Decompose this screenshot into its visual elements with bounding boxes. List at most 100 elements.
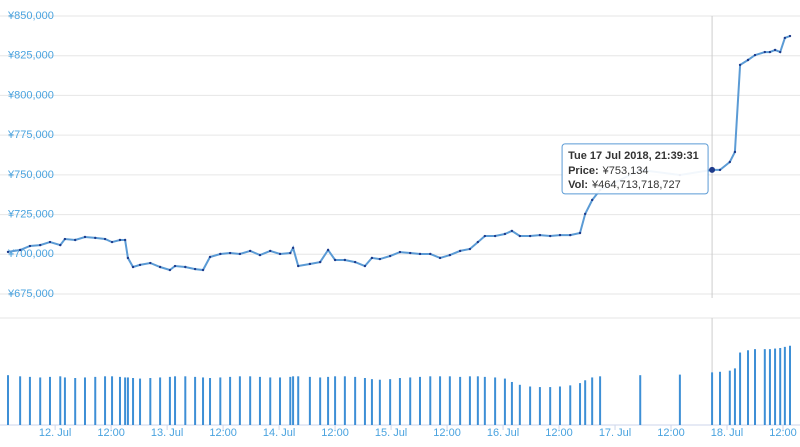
price-point: [248, 249, 252, 253]
price-point: [738, 63, 742, 67]
price-point: [333, 258, 337, 262]
price-point: [583, 212, 587, 216]
price-point: [208, 255, 212, 259]
volume-bar: [168, 376, 171, 425]
x-tick-label: 12:00: [657, 427, 685, 439]
y-tick-label: ¥700,000: [7, 248, 54, 260]
price-point: [73, 238, 77, 242]
volume-bar: [124, 377, 127, 425]
volume-bar: [59, 376, 62, 425]
price-point: [297, 264, 300, 268]
volume-bar: [194, 376, 197, 425]
tooltip-label: Vol:: [568, 179, 588, 191]
price-point: [83, 235, 87, 239]
price-point: [733, 150, 737, 154]
price-point: [718, 168, 722, 172]
x-tick-label: 17. Jul: [599, 427, 631, 439]
volume-bar: [209, 378, 212, 425]
x-tick-label: 12:00: [97, 427, 125, 439]
price-point: [548, 234, 552, 238]
volume-bar: [529, 386, 532, 425]
volume-bar: [538, 387, 541, 425]
y-tick-label: ¥775,000: [7, 129, 54, 141]
volume-bar: [768, 349, 771, 425]
price-point: [753, 53, 757, 57]
volume-bar: [292, 376, 295, 425]
volume-bar: [569, 385, 572, 425]
price-point: [193, 267, 197, 271]
price-point: [578, 231, 582, 235]
price-point: [510, 229, 514, 233]
volume-bar: [549, 387, 552, 425]
price-point: [126, 256, 130, 260]
volume-bar: [279, 377, 282, 425]
tooltip: Tue 17 Jul 2018, 21:39:31 Price: ¥753,134 V…: [561, 143, 709, 195]
volume-bar: [711, 372, 714, 425]
volume-bar: [774, 348, 777, 425]
price-point: [773, 48, 777, 52]
price-point: [518, 234, 522, 238]
price-point: [438, 256, 442, 260]
volume-bar: [476, 376, 479, 425]
y-tick-label: ¥800,000: [7, 89, 54, 101]
volume-bar: [747, 350, 750, 425]
volume-bar: [139, 378, 142, 425]
x-tick-label: 18. Jul: [711, 427, 743, 439]
price-point: [238, 252, 242, 256]
price-point: [6, 250, 10, 254]
price-point: [118, 238, 122, 242]
price-point: [378, 257, 382, 261]
volume-bar: [439, 376, 442, 425]
volume-bar: [510, 381, 513, 425]
volume-bar: [370, 379, 373, 425]
volume-bar: [319, 377, 322, 425]
volume-bar: [468, 376, 471, 425]
price-point: [184, 265, 187, 269]
price-point: [59, 243, 62, 247]
x-tick-label: 15. Jul: [375, 427, 407, 439]
volume-bar: [48, 376, 51, 425]
y-tick-label: ¥750,000: [7, 169, 54, 181]
volume-bar: [389, 379, 392, 425]
price-point: [308, 262, 312, 266]
price-point: [289, 251, 292, 255]
volume-bar: [739, 352, 742, 425]
tooltip-row: Vol: ¥464,713,718,727: [568, 179, 681, 191]
price-point: [269, 249, 272, 253]
volume-bar: [219, 377, 222, 425]
x-tick-label: 12:00: [321, 427, 349, 439]
price-point: [768, 50, 772, 54]
y-tick-label: ¥675,000: [7, 288, 54, 300]
price-point: [149, 261, 152, 265]
tooltip-value: ¥464,713,718,727: [591, 179, 681, 191]
volume-bar: [74, 378, 77, 425]
x-tick-label: 12:00: [545, 427, 573, 439]
volume-bar: [132, 378, 135, 425]
volume-bar: [94, 376, 97, 425]
price-point: [448, 253, 452, 257]
price-point: [38, 243, 42, 247]
volume-bar: [63, 377, 66, 425]
volume-bar: [202, 377, 205, 425]
price-point: [318, 260, 322, 264]
price-point: [538, 233, 542, 237]
price-point: [746, 58, 750, 62]
price-point: [28, 244, 32, 248]
price-point: [458, 249, 462, 253]
tooltip-box: [561, 143, 709, 195]
volume-bar: [269, 377, 272, 425]
volume-bar: [429, 376, 432, 425]
price-point: [788, 34, 792, 38]
price-point: [138, 263, 142, 267]
price-point: [476, 240, 480, 244]
volume-bar: [39, 377, 42, 425]
tooltip-value: ¥753,134: [602, 165, 649, 177]
volume-bar: [249, 376, 252, 425]
price-point: [228, 251, 232, 255]
price-point: [429, 252, 432, 256]
price-point: [779, 50, 782, 54]
x-tick-label: 12. Jul: [39, 427, 71, 439]
x-tick-label: 14. Jul: [263, 427, 295, 439]
price-point: [503, 232, 507, 236]
